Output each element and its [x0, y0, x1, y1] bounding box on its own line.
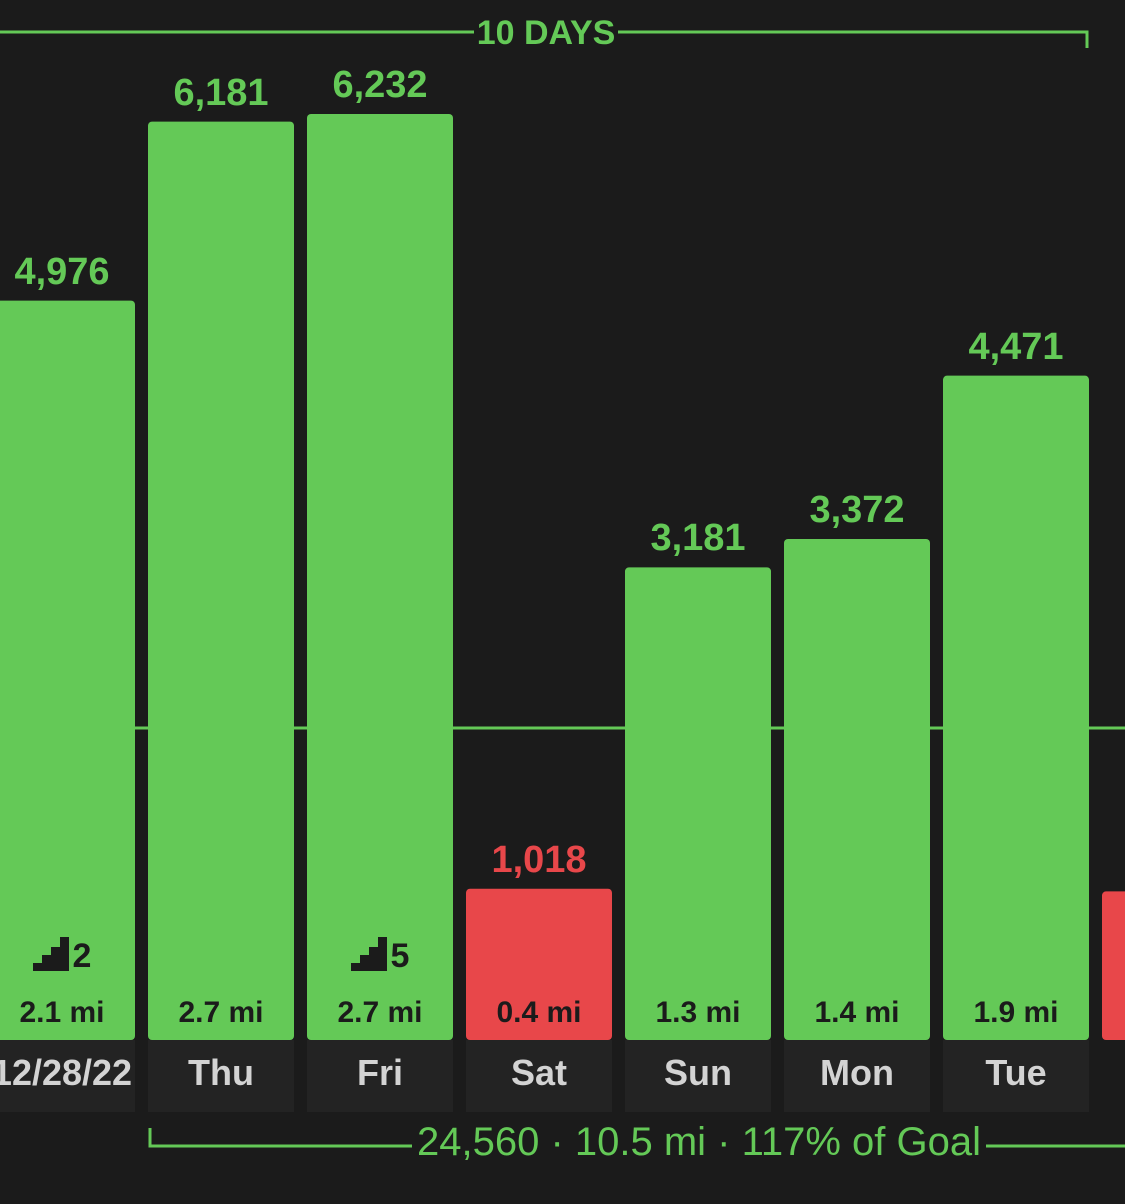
distance-label: 2.1 mi: [19, 996, 105, 1029]
bar-thu: [148, 121, 294, 1040]
day-label: Sun: [664, 1052, 732, 1093]
day-label: Sat: [510, 1052, 568, 1093]
summary-bracket: [148, 1128, 1125, 1148]
day-strip: [0, 1040, 135, 1112]
day-label: Fri: [356, 1052, 403, 1093]
stairs-icon: [350, 937, 387, 971]
day-label: Thu: [188, 1052, 254, 1093]
value-label: 1,018: [491, 838, 587, 881]
day-label: Tue: [985, 1052, 1047, 1093]
value-label: 6,181: [173, 71, 269, 114]
day-label: 12/28/22: [0, 1052, 133, 1093]
day-strip: [148, 1040, 294, 1112]
bar-mon: [784, 538, 930, 1040]
distance-label: 1.3 mi: [655, 996, 741, 1029]
bar-sat: [466, 888, 612, 1040]
value-label: 4,471: [968, 325, 1064, 368]
flights-label: 5: [305, 937, 455, 976]
flights-label: 2: [0, 937, 137, 976]
flights-count: 2: [72, 937, 92, 975]
bar-fri: [307, 114, 453, 1040]
day-strip: [784, 1040, 930, 1112]
day-strip: [466, 1040, 612, 1112]
distance-label: 1.4 mi: [814, 996, 900, 1029]
range-bracket-top: [0, 30, 1089, 48]
value-label: 4,976: [14, 250, 110, 293]
value-label: 3,372: [809, 488, 905, 531]
distance-label: 2.7 mi: [337, 996, 423, 1029]
distance-label: 2.7 mi: [178, 996, 264, 1029]
bar-tue: [943, 375, 1089, 1041]
distance-label: 0.4 mi: [496, 996, 582, 1029]
bar-sun: [625, 567, 771, 1040]
bar-12-28-22: [0, 300, 135, 1040]
day-label: Mon: [820, 1052, 894, 1093]
summary-text: 24,560 · 10.5 mi · 117% of Goal: [414, 1120, 984, 1165]
distance-label: 1.9 mi: [973, 996, 1059, 1029]
day-strip: [625, 1040, 771, 1112]
value-label: 3,181: [650, 517, 746, 560]
range-title: 10 DAYS: [476, 14, 616, 53]
value-label: 6,232: [332, 64, 428, 106]
bar-partial-next-day: [1102, 891, 1125, 1040]
flights-count: 5: [390, 937, 410, 975]
day-strip: [943, 1040, 1089, 1112]
stairs-icon: [32, 937, 69, 971]
day-strip: [307, 1040, 453, 1112]
